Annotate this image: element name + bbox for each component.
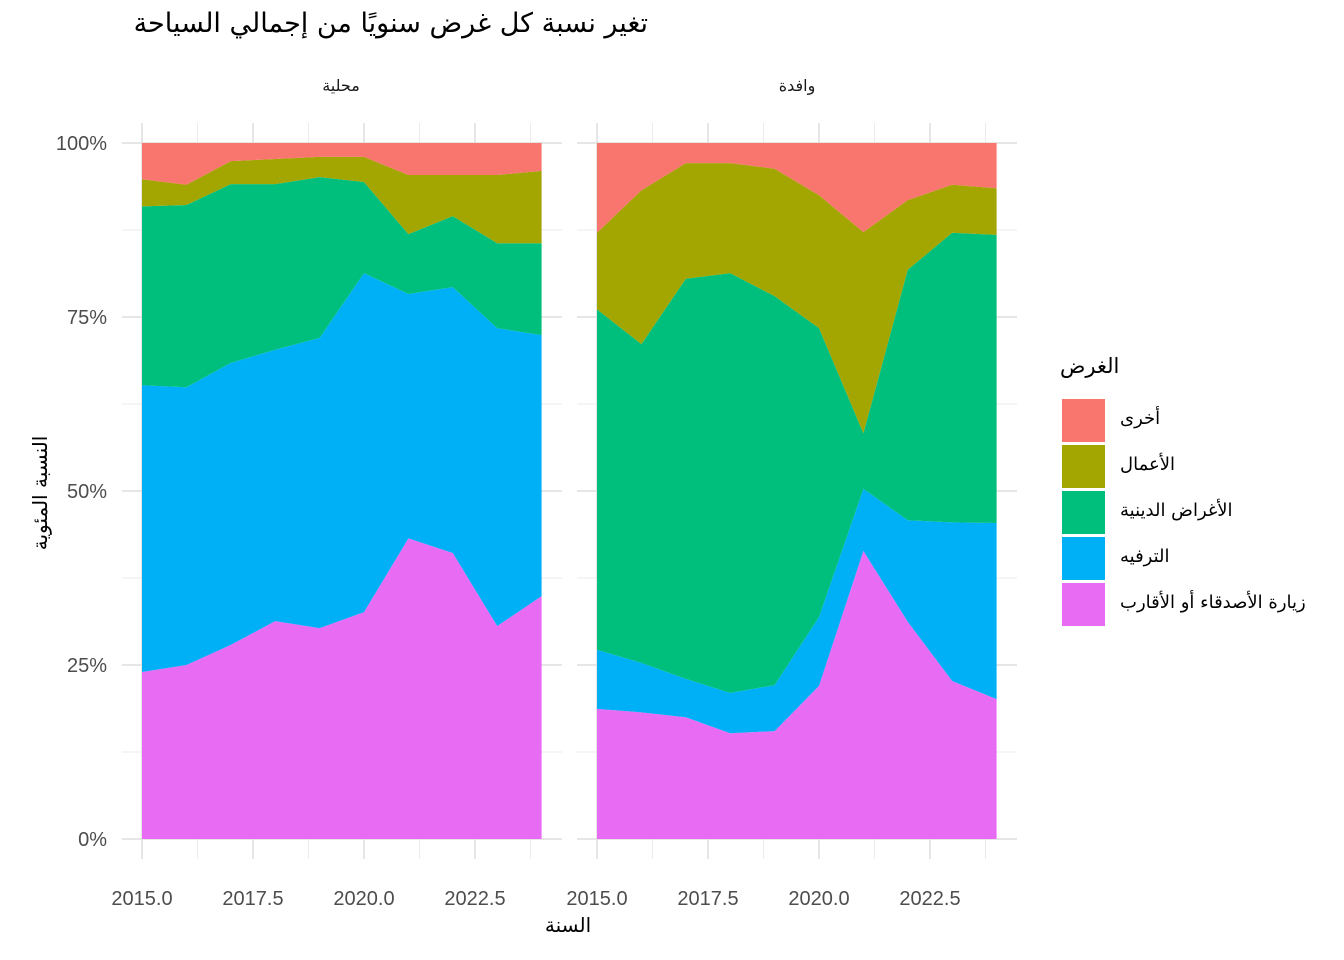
x-tick-label: 2020.0 — [788, 888, 849, 910]
legend-swatch — [1062, 399, 1105, 442]
area-الأغراض الدينية — [597, 232, 997, 693]
facet-panel-1: 2015.0 2017.5 2020.0 2022.5 — [566, 123, 1017, 910]
x-tick-label: 2017.5 — [222, 888, 283, 910]
legend-label: الترفيه — [1120, 546, 1170, 567]
x-tick-label: 2015.0 — [566, 888, 627, 910]
y-tick-label: 75% — [67, 307, 107, 329]
area-الترفيه — [142, 273, 542, 672]
area-زيارة الأصدقاء أو الأقارب — [142, 538, 542, 839]
x-tick-label: 2022.5 — [899, 888, 960, 910]
area-الترفيه — [597, 488, 997, 734]
legend-label: زيارة الأصدقاء أو الأقارب — [1120, 592, 1306, 613]
area-الأغراض الدينية — [142, 177, 542, 388]
legend-label: الأعمال — [1120, 454, 1175, 475]
x-tick-label: 2022.5 — [444, 888, 505, 910]
x-axis-label: السنة — [544, 913, 592, 937]
legend-swatch — [1062, 491, 1105, 534]
x-tick-label: 2017.5 — [677, 888, 738, 910]
y-tick-label: 25% — [67, 655, 107, 677]
facet-label-domestic: محلية — [322, 76, 360, 95]
legend-label: أخرى — [1120, 408, 1161, 429]
facet-panel-0: 2015.0 2017.5 2020.0 2022.5 — [111, 123, 562, 910]
chart-title: تغير نسبة كل غرض سنويًا من إجمالي السياح… — [133, 8, 648, 39]
legend-swatch — [1062, 583, 1105, 626]
legend-swatch — [1062, 537, 1105, 580]
y-tick-label: 0% — [78, 829, 107, 851]
x-tick-label: 2020.0 — [333, 888, 394, 910]
legend-label: الأغراض الدينية — [1120, 500, 1233, 521]
area-الأعمال — [597, 163, 997, 434]
area-زيارة الأصدقاء أو الأقارب — [597, 550, 997, 839]
y-tick-label: 100% — [56, 133, 107, 155]
area-الأعمال — [142, 156, 542, 244]
area-أخرى — [142, 143, 542, 185]
legend-title: الغرض — [1060, 354, 1120, 378]
facet-label-inbound: وافدة — [778, 76, 816, 95]
legend-swatch — [1062, 445, 1105, 488]
y-tick-label: 50% — [67, 481, 107, 503]
area-أخرى — [597, 143, 997, 233]
x-tick-label: 2015.0 — [111, 888, 172, 910]
